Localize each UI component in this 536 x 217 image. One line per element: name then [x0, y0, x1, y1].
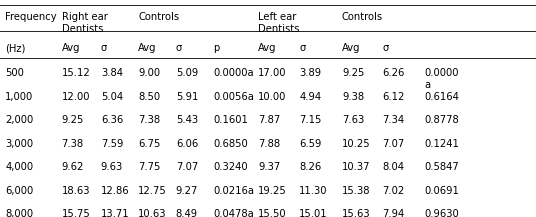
Text: 2,000: 2,000 — [5, 115, 34, 125]
Text: Frequency: Frequency — [5, 12, 57, 22]
Text: 6.36: 6.36 — [101, 115, 123, 125]
Text: 7.59: 7.59 — [101, 139, 123, 149]
Text: 8.50: 8.50 — [138, 92, 160, 102]
Text: 7.34: 7.34 — [382, 115, 404, 125]
Text: 6.12: 6.12 — [382, 92, 405, 102]
Text: 5.43: 5.43 — [176, 115, 198, 125]
Text: Left ear
Dentists: Left ear Dentists — [258, 12, 300, 34]
Text: σ: σ — [176, 43, 182, 53]
Text: 0.0478a: 0.0478a — [213, 209, 254, 217]
Text: Avg: Avg — [62, 43, 80, 53]
Text: 3.84: 3.84 — [101, 68, 123, 78]
Text: 3.89: 3.89 — [299, 68, 321, 78]
Text: 7.02: 7.02 — [382, 186, 405, 196]
Text: 7.94: 7.94 — [382, 209, 405, 217]
Text: 8,000: 8,000 — [5, 209, 33, 217]
Text: 12.75: 12.75 — [138, 186, 167, 196]
Text: σ: σ — [299, 43, 306, 53]
Text: 8.49: 8.49 — [176, 209, 198, 217]
Text: 0.6850: 0.6850 — [213, 139, 248, 149]
Text: 9.37: 9.37 — [258, 162, 281, 172]
Text: p: p — [213, 43, 220, 53]
Text: 18.63: 18.63 — [62, 186, 90, 196]
Text: 7.07: 7.07 — [382, 139, 405, 149]
Text: 10.00: 10.00 — [258, 92, 287, 102]
Text: 0.9630: 0.9630 — [425, 209, 459, 217]
Text: 4,000: 4,000 — [5, 162, 33, 172]
Text: 9.38: 9.38 — [342, 92, 364, 102]
Text: 0.0056a: 0.0056a — [213, 92, 254, 102]
Text: 5.09: 5.09 — [176, 68, 198, 78]
Text: 7.38: 7.38 — [62, 139, 84, 149]
Text: 10.63: 10.63 — [138, 209, 167, 217]
Text: 6.06: 6.06 — [176, 139, 198, 149]
Text: 10.37: 10.37 — [342, 162, 370, 172]
Text: 7.07: 7.07 — [176, 162, 198, 172]
Text: (Hz): (Hz) — [5, 43, 26, 53]
Text: 15.50: 15.50 — [258, 209, 287, 217]
Text: 6.75: 6.75 — [138, 139, 161, 149]
Text: 12.86: 12.86 — [101, 186, 129, 196]
Text: 9.27: 9.27 — [176, 186, 198, 196]
Text: Avg: Avg — [258, 43, 277, 53]
Text: 4.94: 4.94 — [299, 92, 321, 102]
Text: Avg: Avg — [342, 43, 361, 53]
Text: 500: 500 — [5, 68, 24, 78]
Text: 15.01: 15.01 — [299, 209, 327, 217]
Text: 0.1241: 0.1241 — [425, 139, 459, 149]
Text: 8.04: 8.04 — [382, 162, 404, 172]
Text: 9.25: 9.25 — [342, 68, 364, 78]
Text: 15.63: 15.63 — [342, 209, 370, 217]
Text: 7.63: 7.63 — [342, 115, 364, 125]
Text: 3,000: 3,000 — [5, 139, 33, 149]
Text: 7.75: 7.75 — [138, 162, 161, 172]
Text: 6.59: 6.59 — [299, 139, 322, 149]
Text: 17.00: 17.00 — [258, 68, 287, 78]
Text: 12.00: 12.00 — [62, 92, 90, 102]
Text: 7.38: 7.38 — [138, 115, 160, 125]
Text: 13.71: 13.71 — [101, 209, 129, 217]
Text: σ: σ — [382, 43, 389, 53]
Text: Right ear
Dentists: Right ear Dentists — [62, 12, 108, 34]
Text: 0.8778: 0.8778 — [425, 115, 459, 125]
Text: 10.25: 10.25 — [342, 139, 370, 149]
Text: 0.6164: 0.6164 — [425, 92, 459, 102]
Text: Avg: Avg — [138, 43, 157, 53]
Text: 15.38: 15.38 — [342, 186, 370, 196]
Text: 9.62: 9.62 — [62, 162, 84, 172]
Text: 15.75: 15.75 — [62, 209, 91, 217]
Text: 9.25: 9.25 — [62, 115, 84, 125]
Text: 19.25: 19.25 — [258, 186, 287, 196]
Text: Controls: Controls — [342, 12, 383, 22]
Text: 7.87: 7.87 — [258, 115, 281, 125]
Text: 0.1601: 0.1601 — [213, 115, 248, 125]
Text: 8.26: 8.26 — [299, 162, 322, 172]
Text: 1,000: 1,000 — [5, 92, 34, 102]
Text: 0.0216a: 0.0216a — [213, 186, 254, 196]
Text: 7.88: 7.88 — [258, 139, 280, 149]
Text: 0.0000
a: 0.0000 a — [425, 68, 459, 90]
Text: 15.12: 15.12 — [62, 68, 91, 78]
Text: Controls: Controls — [138, 12, 180, 22]
Text: 5.91: 5.91 — [176, 92, 198, 102]
Text: 6,000: 6,000 — [5, 186, 34, 196]
Text: σ: σ — [101, 43, 107, 53]
Text: 0.0691: 0.0691 — [425, 186, 459, 196]
Text: 6.26: 6.26 — [382, 68, 405, 78]
Text: 5.04: 5.04 — [101, 92, 123, 102]
Text: 0.5847: 0.5847 — [425, 162, 459, 172]
Text: 11.30: 11.30 — [299, 186, 327, 196]
Text: 0.0000a: 0.0000a — [213, 68, 254, 78]
Text: 0.3240: 0.3240 — [213, 162, 248, 172]
Text: 9.63: 9.63 — [101, 162, 123, 172]
Text: 7.15: 7.15 — [299, 115, 322, 125]
Text: 9.00: 9.00 — [138, 68, 160, 78]
